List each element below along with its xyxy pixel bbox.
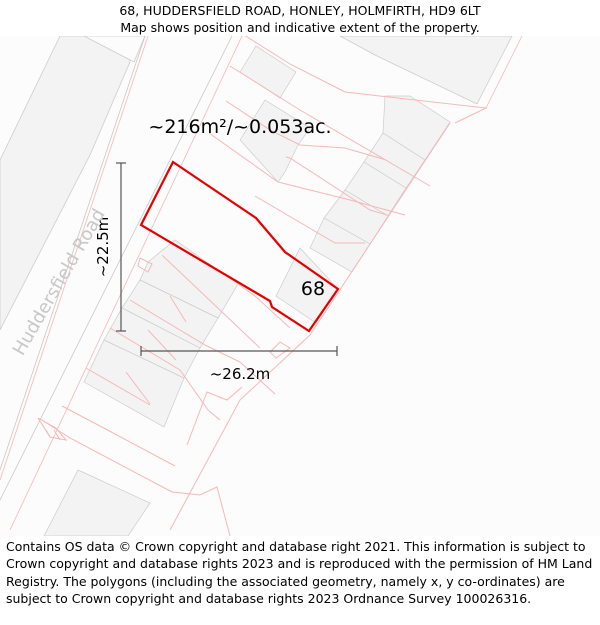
parcel-boundaries (37, 36, 488, 536)
map-svg: ~216m²/~0.053ac. 68 ~26.2m ~22.5m Hudder… (0, 36, 600, 536)
road-edges (0, 36, 523, 531)
building-large-west (0, 36, 131, 331)
horizontal-measure-label: ~26.2m (210, 365, 271, 383)
vertical-measure-label: ~22.5m (94, 217, 112, 278)
area-label: ~216m²/~0.053ac. (148, 116, 331, 138)
house-number-label: 68 (301, 278, 325, 300)
copyright-notice: Contains OS data © Crown copyright and d… (6, 539, 593, 607)
measurement-horizontal (140, 346, 338, 356)
map-canvas[interactable]: ~216m²/~0.053ac. 68 ~26.2m ~22.5m Hudder… (0, 36, 600, 536)
buildings (0, 36, 513, 536)
building-south (43, 469, 151, 536)
property-address: 68, HUDDERSFIELD ROAD, HONLEY, HOLMFIRTH… (119, 3, 481, 18)
map-header: 68, HUDDERSFIELD ROAD, HONLEY, HOLMFIRTH… (0, 0, 600, 38)
property-outline[interactable] (139, 160, 340, 333)
building-large-northeast (339, 36, 513, 105)
measurement-vertical (116, 162, 126, 332)
map-subtitle: Map shows position and indicative extent… (120, 20, 480, 35)
building-68 (275, 247, 339, 324)
